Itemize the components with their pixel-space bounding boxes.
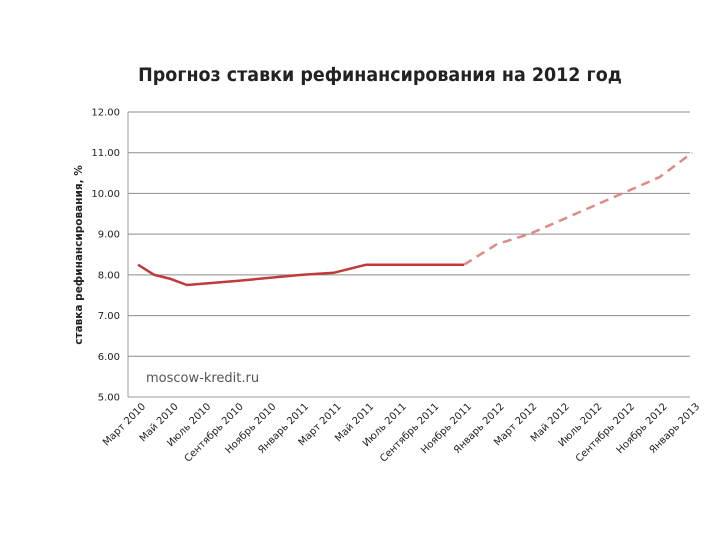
y-tick-label: 7.00: [98, 311, 120, 322]
gridlines: [128, 111, 690, 398]
x-tick-label: Сентябрь 2011: [378, 401, 441, 464]
y-axis-label: ставка рефинансирования, %: [73, 165, 85, 345]
x-tick-label: Сентябрь 2010: [183, 401, 246, 464]
series: [137, 151, 693, 287]
y-tick-label: 5.00: [98, 393, 120, 404]
y-tick-label: 10.00: [91, 189, 120, 200]
x-tick-label: Сентябрь 2012: [574, 401, 637, 464]
y-tick-labels: 5.00 6.00 7.00 8.00 9.00 10.00 11.00 12.00: [91, 108, 120, 404]
series-line-actual: [137, 263, 464, 287]
y-tick-label: 9.00: [98, 230, 120, 241]
y-tick-label: 12.00: [91, 108, 120, 119]
y-tick-label: 11.00: [91, 148, 120, 159]
y-tick-label: 6.00: [98, 352, 120, 363]
y-tick-label: 8.00: [98, 270, 120, 281]
watermark: moscow-kredit.ru: [146, 371, 259, 386]
series-line-forecast: [463, 151, 693, 266]
chart-title: Прогноз ставки рефинансирования на 2012 …: [138, 64, 622, 86]
